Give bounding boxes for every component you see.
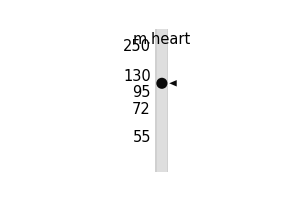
Polygon shape — [169, 80, 177, 87]
Bar — [155, 29, 168, 172]
Text: 95: 95 — [132, 85, 151, 100]
Ellipse shape — [156, 78, 167, 89]
Text: m.heart: m.heart — [133, 32, 191, 47]
Text: 250: 250 — [123, 39, 151, 54]
Text: 130: 130 — [123, 69, 151, 84]
Text: 72: 72 — [132, 102, 151, 117]
Text: 55: 55 — [132, 130, 151, 145]
Bar — [157, 29, 167, 172]
